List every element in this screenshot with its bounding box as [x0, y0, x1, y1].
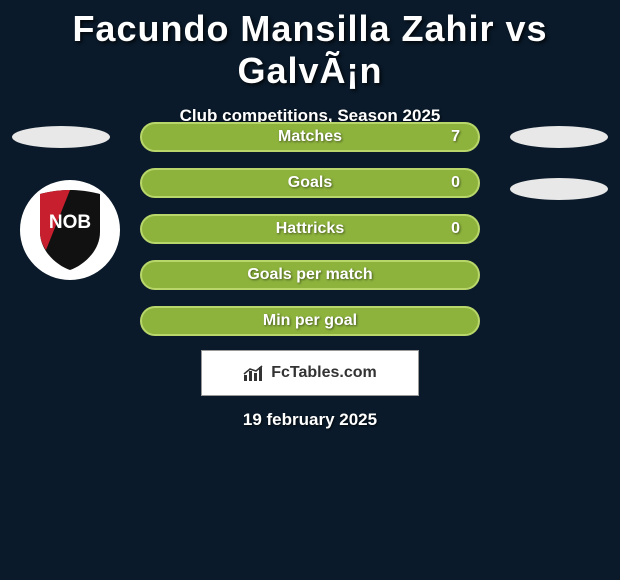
stat-value: 7	[451, 128, 460, 146]
stat-label: Matches	[278, 128, 342, 146]
page-title: Facundo Mansilla Zahir vs GalvÃ¡n	[0, 0, 620, 92]
stat-row-goals-per-match: Goals per match	[140, 260, 480, 290]
attribution-box: FcTables.com	[201, 350, 419, 396]
attribution-text: FcTables.com	[271, 364, 377, 382]
stat-value: 0	[451, 220, 460, 238]
bar-chart-icon	[243, 364, 265, 382]
stat-row-min-per-goal: Min per goal	[140, 306, 480, 336]
stat-row-goals: Goals 0	[140, 168, 480, 198]
player-placeholder-right-2	[510, 178, 608, 200]
shield-icon: NOB	[34, 188, 106, 272]
player-placeholder-left	[12, 126, 110, 148]
stats-list: Matches 7 Goals 0 Hattricks 0 Goals per …	[140, 122, 480, 352]
club-badge: NOB	[20, 180, 120, 280]
stat-label: Goals per match	[247, 266, 372, 284]
stat-value: 0	[451, 174, 460, 192]
stat-label: Hattricks	[276, 220, 344, 238]
stat-label: Goals	[288, 174, 332, 192]
player-placeholder-right-1	[510, 126, 608, 148]
stat-row-hattricks: Hattricks 0	[140, 214, 480, 244]
stat-row-matches: Matches 7	[140, 122, 480, 152]
date-text: 19 february 2025	[0, 410, 620, 430]
badge-text: NOB	[49, 212, 91, 233]
stat-label: Min per goal	[263, 312, 357, 330]
